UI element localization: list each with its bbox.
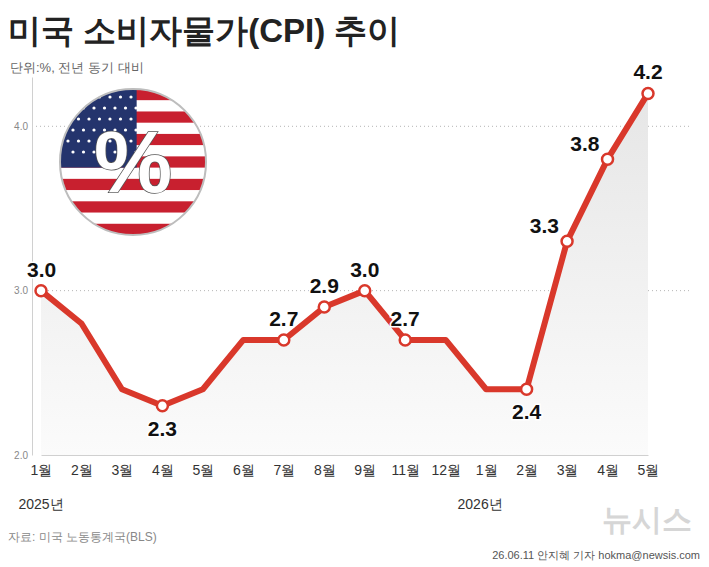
y-tick-label: 2.0 <box>14 450 28 461</box>
data-label: 2.9 <box>310 274 339 297</box>
badge-star <box>119 95 122 98</box>
badge-star <box>77 139 80 142</box>
y-tick: 3.0 <box>14 285 32 296</box>
marker <box>562 236 573 247</box>
x-tick-label: 11월 <box>391 462 420 478</box>
x-tick-label: 3월 <box>557 462 579 478</box>
badge-stripe <box>60 224 206 236</box>
area <box>41 93 648 455</box>
x-tick: 11월 <box>391 455 420 478</box>
badge-star <box>71 128 74 131</box>
x-tick-label: 1월 <box>476 462 498 478</box>
x-axis: 1월 2월 3월 4월 5월 6월 7월 8월 9월 11월 12월 1월 2월 3월 4월 5월 <box>31 455 660 478</box>
badge-star <box>66 139 69 142</box>
year-label: 2025년 <box>18 496 63 512</box>
badge-star <box>129 95 132 98</box>
badge-star <box>103 106 106 109</box>
marker <box>359 285 370 296</box>
y-tick: 4.0 <box>14 121 32 132</box>
marker <box>36 285 47 296</box>
y-tick-label: 4.0 <box>14 121 28 132</box>
x-tick-label: 7월 <box>273 462 295 478</box>
data-label: 4.2 <box>633 60 662 83</box>
badge-star <box>77 95 80 98</box>
x-tick-label: 5월 <box>638 462 660 478</box>
data-label: 2.7 <box>391 307 420 330</box>
data-label: 3.3 <box>530 214 559 237</box>
badge-star <box>66 95 69 98</box>
x-tick: 1월 <box>476 455 498 478</box>
x-tick: 6월 <box>233 455 255 478</box>
marker <box>602 154 613 165</box>
badge-text: % <box>94 112 172 211</box>
marker <box>643 88 654 99</box>
x-tick-label: 9월 <box>354 462 376 478</box>
x-tick-label: 5월 <box>192 462 214 478</box>
badge-star <box>87 117 90 120</box>
badge-rim <box>60 89 206 235</box>
y-tick: 2.0 <box>14 450 32 461</box>
badge-star <box>71 150 74 153</box>
data-label: 2.7 <box>269 307 298 330</box>
marker <box>278 334 289 345</box>
data-label: 2.3 <box>148 417 177 440</box>
badge-star <box>108 95 111 98</box>
subtitle: 단위:%, 전년 동기 대비 <box>10 60 144 75</box>
data-label: 2.4 <box>512 400 542 423</box>
x-tick: 3월 <box>112 455 134 478</box>
x-tick: 12월 <box>431 455 461 478</box>
x-tick-label: 8월 <box>314 462 336 478</box>
x-tick-label: 1월 <box>31 462 53 478</box>
x-tick: 2월 <box>71 455 93 478</box>
badge-star <box>87 139 90 142</box>
x-tick-label: 6월 <box>233 462 255 478</box>
marker <box>157 400 168 411</box>
x-tick-label: 4월 <box>597 462 619 478</box>
x-tick: 1월 <box>31 455 53 478</box>
badge-star <box>71 106 74 109</box>
marker <box>319 302 330 313</box>
x-tick: 3월 <box>557 455 579 478</box>
x-tick: 5월 <box>638 455 660 478</box>
x-tick-label: 2월 <box>71 462 93 478</box>
marker <box>400 334 411 345</box>
source: 자료: 미국 노동통계국(BLS) <box>8 530 157 544</box>
x-axis-line <box>42 455 649 456</box>
x-tick: 4월 <box>597 455 619 478</box>
x-tick: 7월 <box>273 455 295 478</box>
badge-star <box>82 128 85 131</box>
badge-star <box>124 106 127 109</box>
logo: 뉴시스 <box>602 503 692 536</box>
x-tick-label: 3월 <box>112 462 134 478</box>
credit: 26.06.11 안지혜 기자 hokma@newsis.com <box>492 549 700 561</box>
marker <box>521 384 532 395</box>
data-label: 3.8 <box>570 132 600 155</box>
chart: 미국 소비자물가(CPI) 추이단위:%, 전년 동기 대비 2.0 3.0 4.0%… <box>0 0 709 567</box>
data-label: 3.0 <box>350 258 379 281</box>
x-tick: 8월 <box>314 455 336 478</box>
x-tick: 4월 <box>152 455 174 478</box>
x-tick: 2월 <box>516 455 538 478</box>
x-tick-label: 2월 <box>516 462 538 478</box>
badge-star <box>82 150 85 153</box>
badge: % <box>60 89 206 236</box>
x-tick-label: 4월 <box>152 462 174 478</box>
x-tick: 5월 <box>192 455 214 478</box>
badge-star <box>92 106 95 109</box>
year-label: 2026년 <box>458 496 503 512</box>
data-labels: 3.0 2.3 2.7 2.9 3.0 2.7 2.4 3.3 3.8 4.2 <box>27 60 663 439</box>
title: 미국 소비자물가(CPI) 추이 <box>8 12 400 49</box>
x-tick: 9월 <box>354 455 376 478</box>
plot-area <box>36 88 654 455</box>
badge-star <box>87 95 90 98</box>
line <box>41 93 648 405</box>
badge-star <box>66 117 69 120</box>
y-tick-label: 3.0 <box>14 285 28 296</box>
badge-star <box>134 106 137 109</box>
data-label: 3.0 <box>27 258 56 281</box>
badge-star <box>77 117 80 120</box>
x-tick-label: 12월 <box>431 462 461 478</box>
badge-star <box>113 106 116 109</box>
